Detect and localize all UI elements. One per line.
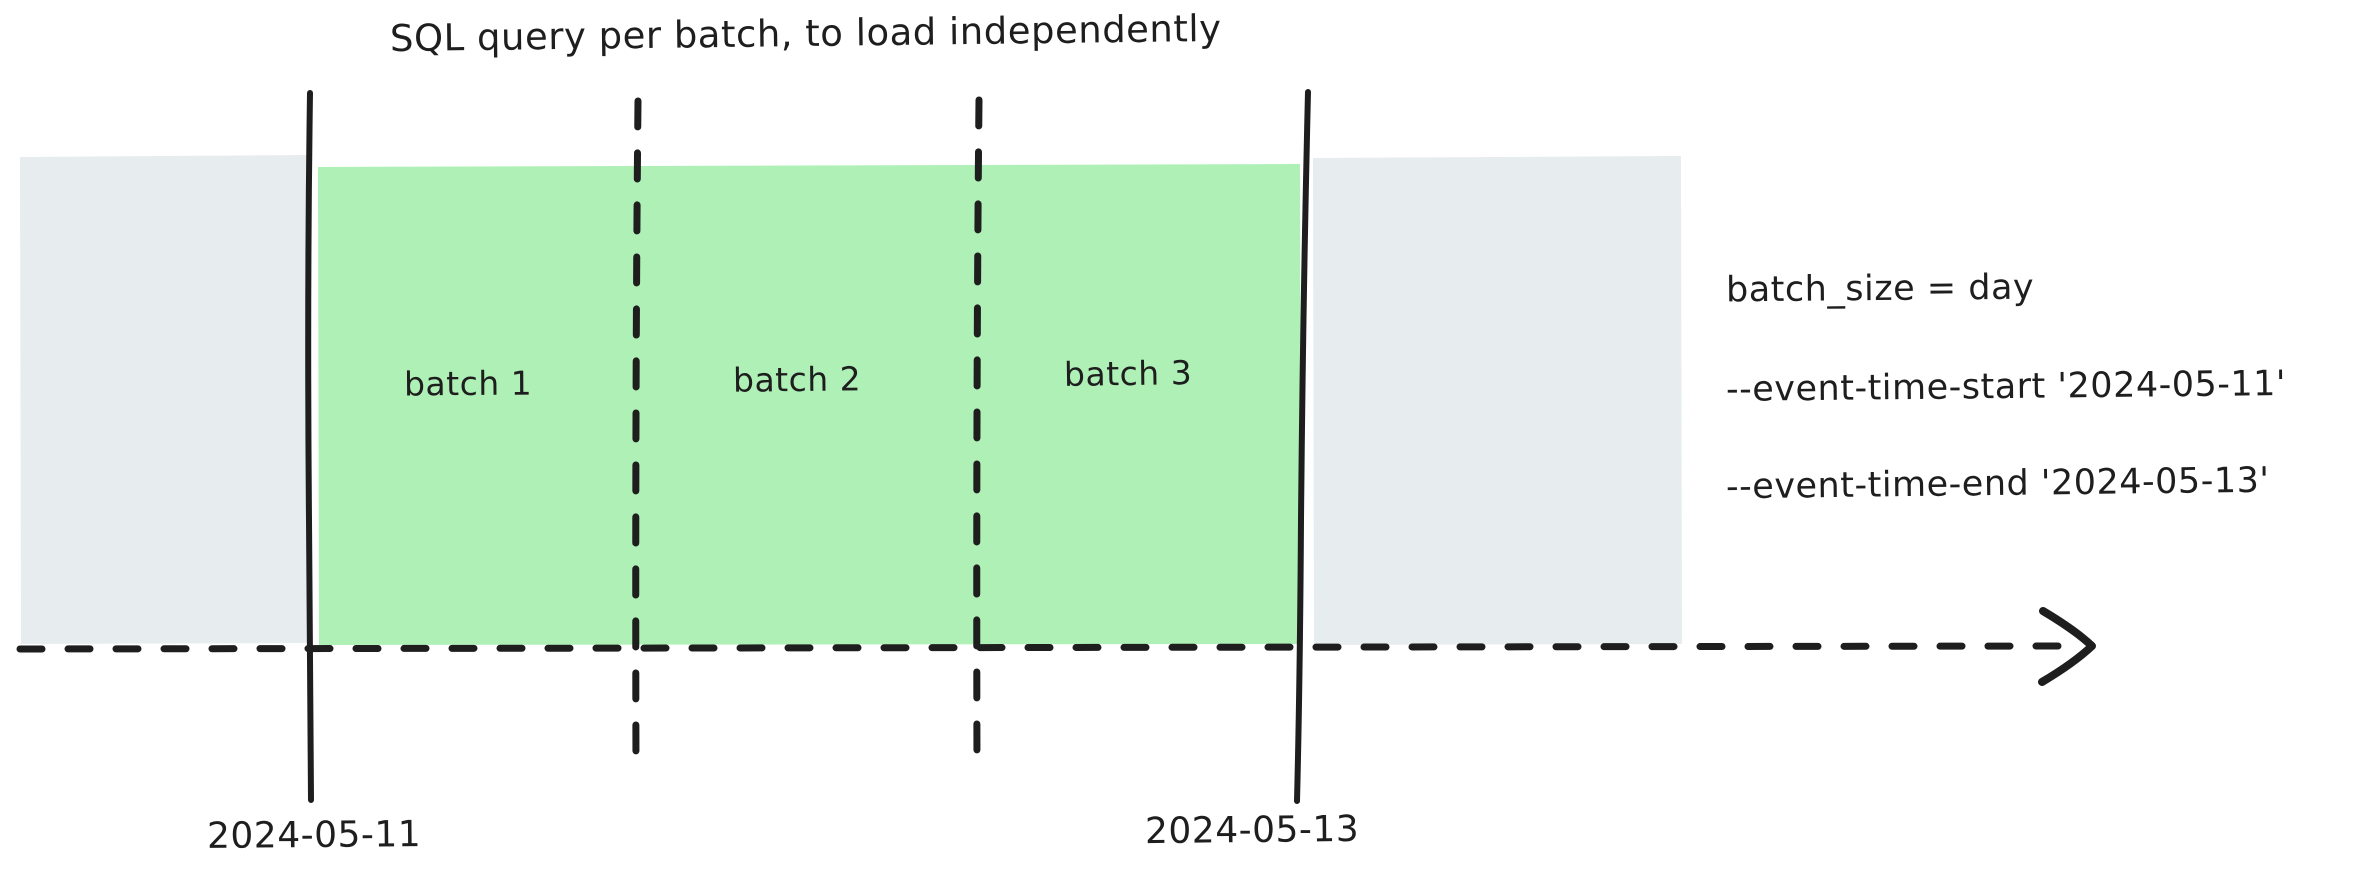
axis-date-start: 2024-05-11 (206, 814, 422, 857)
region-before-range (20, 155, 309, 644)
annotation-batch-size: batch_size = day (1725, 267, 2035, 311)
time-axis (16, 607, 2096, 686)
boundary-line-end (1294, 89, 1311, 804)
batch-label-2: batch 2 (732, 359, 862, 400)
arrow-right-icon (2038, 607, 2096, 686)
region-after-range (1313, 156, 1682, 645)
batch-divider-1 (632, 97, 642, 779)
batch-label-1: batch 1 (403, 363, 533, 404)
axis-date-end: 2024-05-13 (1144, 808, 1360, 853)
boundary-line-start (305, 90, 314, 803)
annotation-event-time-start: --event-time-start '2024-05-11' (1725, 364, 2287, 410)
batch-label-3: batch 3 (1063, 353, 1193, 394)
annotation-event-time-end: --event-time-end '2024-05-13' (1725, 460, 2270, 508)
batch-divider-2 (973, 96, 983, 779)
region-selected-range (318, 164, 1301, 645)
